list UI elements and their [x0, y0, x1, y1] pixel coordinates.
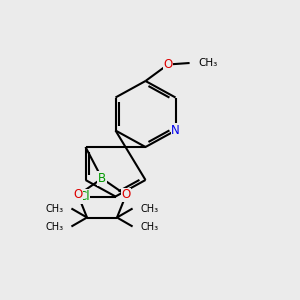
Text: CH₃: CH₃ — [46, 203, 64, 214]
Text: Cl: Cl — [78, 190, 90, 203]
Text: CH₃: CH₃ — [199, 58, 218, 68]
Text: O: O — [74, 188, 82, 202]
Text: CH₃: CH₃ — [46, 221, 64, 232]
Text: N: N — [171, 124, 180, 137]
Text: O: O — [164, 58, 172, 71]
Text: B: B — [98, 172, 106, 185]
Text: CH₃: CH₃ — [140, 221, 158, 232]
Text: O: O — [122, 188, 130, 202]
Text: CH₃: CH₃ — [140, 203, 158, 214]
